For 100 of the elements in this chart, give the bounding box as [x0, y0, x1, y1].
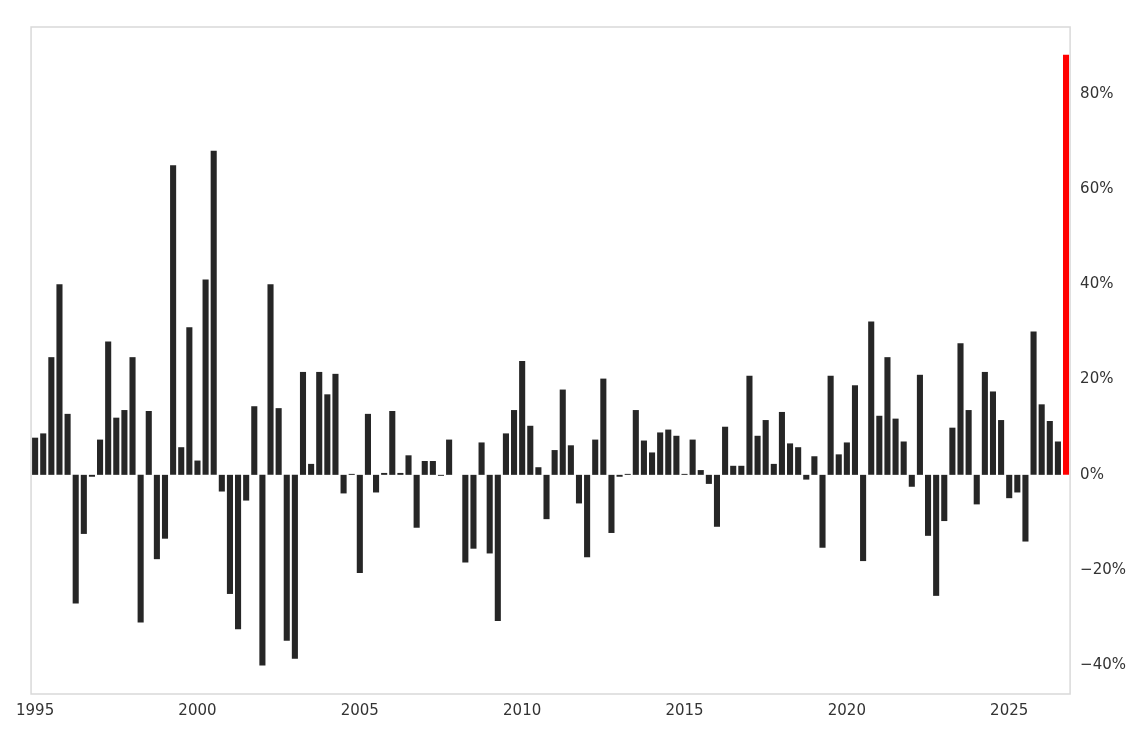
bar: [632, 410, 639, 475]
bar: [64, 413, 71, 475]
bar: [787, 443, 794, 475]
x-tick-label: 1995: [16, 700, 55, 719]
bar: [957, 343, 964, 475]
bar: [145, 411, 152, 475]
bar: [689, 439, 696, 475]
bar: [600, 378, 607, 475]
bar: [941, 474, 948, 522]
bar: [1022, 474, 1029, 542]
bar: [868, 321, 875, 475]
bar: [527, 425, 534, 475]
bar: [811, 456, 818, 475]
bar: [608, 474, 615, 533]
bar: [429, 461, 436, 475]
bar: [665, 429, 672, 475]
bar: [243, 474, 250, 501]
bar: [1030, 331, 1037, 475]
bar: [202, 279, 209, 475]
bar: [421, 461, 428, 475]
bar: [657, 432, 664, 475]
bar: [713, 474, 721, 527]
bar: [746, 375, 753, 475]
bar: [551, 450, 558, 475]
bar: [998, 420, 1005, 475]
bar: [356, 474, 363, 573]
bar: [470, 474, 477, 549]
y-tick-label: 60%: [1080, 178, 1114, 197]
bar: [1038, 404, 1045, 475]
bar: [778, 411, 785, 475]
bar: [705, 474, 712, 484]
bar: [1062, 54, 1070, 475]
bar: [502, 433, 509, 475]
x-tick-label: 2005: [340, 700, 379, 719]
bar: [486, 474, 493, 554]
bar: [324, 394, 331, 475]
bar: [965, 410, 972, 475]
bar: [543, 474, 550, 520]
bar: [819, 474, 826, 548]
bar: [584, 474, 591, 558]
x-tick-label: 2020: [827, 700, 866, 719]
bar: [364, 413, 371, 475]
bar: [308, 463, 315, 475]
x-tick-label: 2010: [503, 700, 542, 719]
bar: [535, 467, 542, 475]
bar: [80, 474, 87, 534]
bar: [933, 474, 940, 596]
bar: [316, 371, 323, 475]
bar: [40, 433, 47, 475]
bar: [908, 474, 915, 487]
x-tick-label: 2000: [178, 700, 217, 719]
bar: [511, 410, 518, 475]
bar: [105, 341, 112, 475]
bar: [592, 439, 599, 475]
bar: [194, 460, 201, 475]
bar: [170, 165, 177, 475]
bar: [283, 474, 290, 641]
bar: [218, 474, 225, 492]
bar: [462, 474, 469, 563]
bar: [113, 417, 120, 475]
bar: [843, 442, 850, 475]
bar: [892, 418, 899, 475]
bar: [373, 474, 380, 493]
bar: [235, 474, 242, 630]
bar: [989, 391, 997, 475]
bar: [405, 455, 412, 475]
bar: [722, 426, 729, 475]
bar: [559, 389, 566, 475]
y-tick-label: −20%: [1080, 560, 1127, 579]
bar: [97, 439, 104, 475]
bar: [137, 474, 144, 623]
bar: [762, 420, 769, 475]
bar: [48, 357, 55, 475]
bar: [876, 415, 883, 475]
bar: [827, 375, 834, 475]
bar: [916, 374, 923, 475]
bar: [389, 411, 396, 475]
bar: [72, 474, 79, 604]
x-tick-label: 2015: [665, 700, 704, 719]
bar: [121, 410, 128, 475]
bar: [251, 406, 258, 475]
bar: [153, 474, 160, 560]
bar: [129, 357, 136, 475]
bar: [673, 435, 680, 475]
bar: [900, 441, 907, 475]
bar: [1046, 421, 1053, 475]
bar: [267, 284, 274, 475]
bar: [340, 474, 347, 494]
bar: [178, 447, 185, 475]
bar: [770, 463, 777, 475]
y-tick-label: 20%: [1080, 369, 1114, 388]
bar: [924, 474, 932, 536]
bar: [860, 474, 867, 562]
bar: [161, 474, 169, 539]
bar: [730, 465, 737, 475]
bar: [884, 357, 891, 475]
y-tick-label: 40%: [1080, 274, 1114, 293]
bar: [640, 440, 647, 475]
bar: [478, 442, 485, 475]
bar: [697, 470, 704, 475]
